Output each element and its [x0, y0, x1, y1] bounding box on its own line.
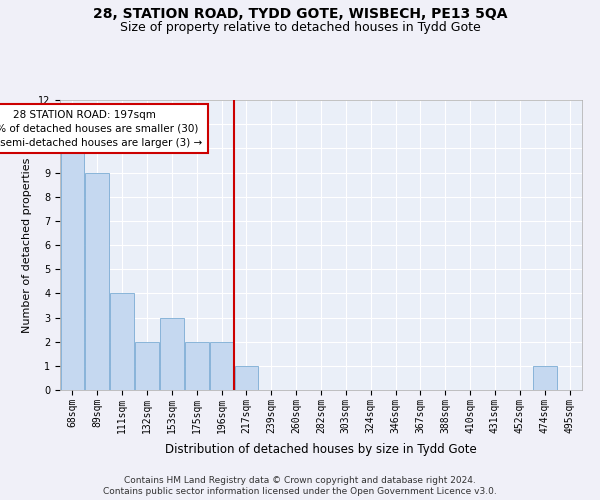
Bar	[210, 342, 233, 390]
Text: Contains HM Land Registry data © Crown copyright and database right 2024.: Contains HM Land Registry data © Crown c…	[124, 476, 476, 485]
Bar	[61, 148, 84, 390]
Text: Contains public sector information licensed under the Open Government Licence v3: Contains public sector information licen…	[103, 488, 497, 496]
Text: 28, STATION ROAD, TYDD GOTE, WISBECH, PE13 5QA: 28, STATION ROAD, TYDD GOTE, WISBECH, PE…	[93, 8, 507, 22]
Bar	[135, 342, 159, 390]
Bar	[185, 342, 209, 390]
Bar	[533, 366, 557, 390]
Text: Distribution of detached houses by size in Tydd Gote: Distribution of detached houses by size …	[165, 442, 477, 456]
Y-axis label: Number of detached properties: Number of detached properties	[22, 158, 32, 332]
Bar	[110, 294, 134, 390]
Bar	[85, 172, 109, 390]
Bar	[160, 318, 184, 390]
Text: 28 STATION ROAD: 197sqm
← 91% of detached houses are smaller (30)
9% of semi-det: 28 STATION ROAD: 197sqm ← 91% of detache…	[0, 110, 202, 148]
Bar	[235, 366, 258, 390]
Text: Size of property relative to detached houses in Tydd Gote: Size of property relative to detached ho…	[119, 21, 481, 34]
